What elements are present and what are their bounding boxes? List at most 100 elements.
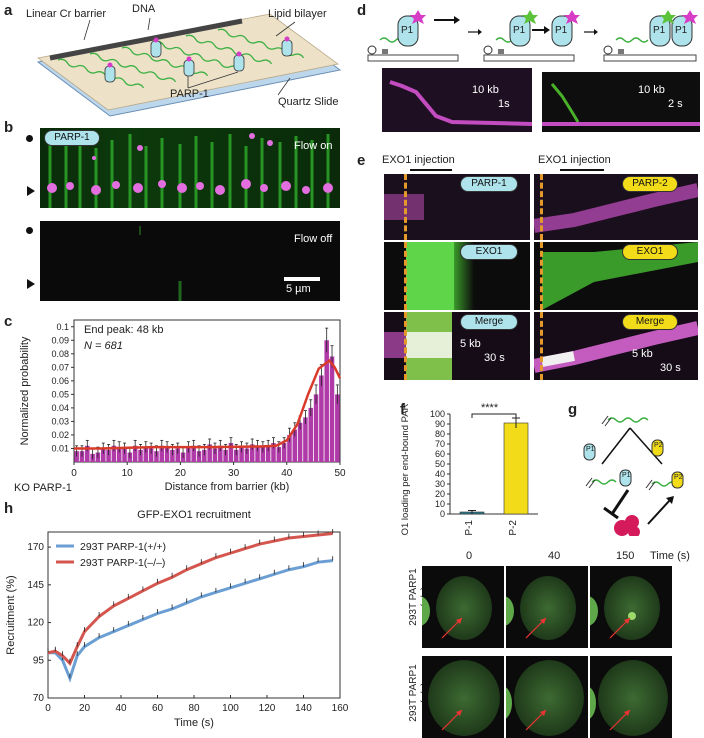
g-p1-label-top: P1 <box>586 446 595 453</box>
e-scale-left-t: 30 s <box>484 352 505 364</box>
parp1-proteins <box>104 36 293 83</box>
plot-frame <box>73 319 341 463</box>
histogram-bar <box>234 449 239 462</box>
y-axis-label: Normalized probability <box>19 336 31 445</box>
e-left-exo1 <box>384 242 530 310</box>
histogram-bar <box>191 445 196 462</box>
y-tick-label: 0.06 <box>51 376 69 386</box>
flow-on-dna-strands <box>47 133 333 208</box>
histogram-bar <box>85 445 90 462</box>
panel-g: P1 P2 P1 P2 <box>582 404 700 538</box>
legend-label-1: 293T PARP-1(–/–) <box>80 557 165 569</box>
time-label: Time (s) <box>650 550 690 562</box>
cell-wt-t150 <box>590 656 672 738</box>
histogram-bar <box>292 429 298 462</box>
cell-ko-t40 <box>506 566 588 648</box>
y-tick-label: 0 <box>440 509 445 519</box>
cr-barrier-line <box>49 18 243 61</box>
histogram-bar <box>212 448 218 462</box>
e-pill-exo1-right: EXO1 <box>622 244 678 260</box>
g-model-diagram <box>583 415 684 538</box>
d-p1-label-1: P1 <box>401 25 414 36</box>
cell-ko-t150 <box>590 566 672 648</box>
d-p1-label-2: P1 <box>513 25 526 36</box>
d-p1-label-4: P1 <box>653 25 666 36</box>
histogram-bar <box>111 445 117 462</box>
x-tick-label: 50 <box>334 468 346 479</box>
label-linear-cr-barrier: Linear Cr barrier <box>26 8 107 20</box>
histogram-bar <box>287 434 292 462</box>
scale-bar-label: 5 µm <box>286 283 311 295</box>
d-scale-right-kb: 10 kb <box>638 84 665 96</box>
x-tick-label: 140 <box>295 703 312 714</box>
panel-b-flow-on-image: PARP-1 Flow on <box>40 128 340 208</box>
legend-label-0: 293T PARP-1(+/+) <box>80 541 166 553</box>
series-line-0 <box>48 559 333 683</box>
x-axis-label: Distance from barrier (kb) <box>165 481 290 493</box>
barrier-marker-dot-2 <box>26 227 33 234</box>
histogram-bar <box>313 394 319 462</box>
panel-c: 0 10 20 30 40 50 0.01 0.02 0.03 0.04 0.05 0.06 0.07 0… <box>14 316 354 496</box>
cell-ko-t0 <box>422 566 504 648</box>
g-p2-label-top: P2 <box>654 442 663 449</box>
x-tick-label: 40 <box>115 703 127 714</box>
histogram-bar <box>244 448 250 462</box>
e-injection-left: EXO1 injection <box>382 154 455 166</box>
y-tick-label: 0.07 <box>51 362 69 372</box>
e-pill-merge-right: Merge <box>622 314 678 330</box>
x-tick-label: 0 <box>45 703 51 714</box>
panel-a-schematic: Linear Cr barrier DNA Lipid bilayer PARP… <box>20 0 350 118</box>
d-kymograph-right: 10 kb 2 s <box>542 72 700 132</box>
y-tick-label: 70 <box>33 693 45 704</box>
panel-label-e: e <box>357 152 366 169</box>
y-tick-label: 95 <box>33 655 45 666</box>
y-tick-label: 0.02 <box>51 430 69 440</box>
panel-label-d: d <box>357 2 367 19</box>
histogram-bar <box>218 445 223 462</box>
cell-wt-t0 <box>422 656 504 738</box>
y-tick-label: 0.05 <box>51 389 69 399</box>
histogram-bar <box>223 449 228 462</box>
histogram-bar <box>324 340 329 462</box>
x-tick-label: 60 <box>152 703 164 714</box>
histogram-bar <box>202 449 207 462</box>
time-0: 0 <box>466 550 473 562</box>
bar-parp-2 <box>503 422 529 515</box>
pill-parp1: PARP-1 <box>44 130 100 146</box>
x-tick-label: 30 <box>228 468 240 479</box>
histogram-bar <box>265 445 271 462</box>
histogram-bar <box>308 407 313 462</box>
barrier-marker-dot <box>26 135 33 142</box>
g-p1-label-bottom: P1 <box>622 472 631 479</box>
histogram-bar <box>276 447 282 462</box>
panel-label-h: h <box>4 500 14 517</box>
histogram-bar <box>116 447 122 462</box>
y-tick-label: 90 <box>435 419 445 429</box>
scale-bar <box>284 277 320 281</box>
y-tick-label: 50 <box>435 459 445 469</box>
panel-h: GFP-EXO1 recruitment 0 20 40 60 80 100 120 140 16… <box>4 506 356 732</box>
e-pill-exo1-left: EXO1 <box>460 244 518 260</box>
y-tick-label: 40 <box>435 469 445 479</box>
x-tick-label: 120 <box>259 703 276 714</box>
x-tick-label: 40 <box>281 468 293 479</box>
x-tick-label: 100 <box>222 703 239 714</box>
d-scale-left-t: 1s <box>498 98 510 110</box>
histogram-bar <box>138 449 143 462</box>
histogram-bar <box>196 451 202 462</box>
time-40: 40 <box>548 550 561 562</box>
panel-label-f: f <box>400 401 405 418</box>
y-tick-label: 0.01 <box>51 443 69 453</box>
g-p2-label-bottom: P2 <box>674 474 683 481</box>
y-tick-label: 170 <box>27 542 44 553</box>
histogram-bar <box>335 394 340 462</box>
chart-title: GFP-EXO1 recruitment <box>137 509 251 521</box>
label-parp1: PARP-1 <box>170 88 209 100</box>
label-ko-parp1: KO PARP-1 <box>14 482 72 494</box>
histogram-bar <box>122 448 127 462</box>
cell-wt-t40 <box>506 656 588 738</box>
category-label: PARP-2 <box>508 520 519 536</box>
y-axis-label: EXO1 loading per end-bound PARP (%) <box>400 404 411 536</box>
panel-label-g: g <box>568 401 578 418</box>
